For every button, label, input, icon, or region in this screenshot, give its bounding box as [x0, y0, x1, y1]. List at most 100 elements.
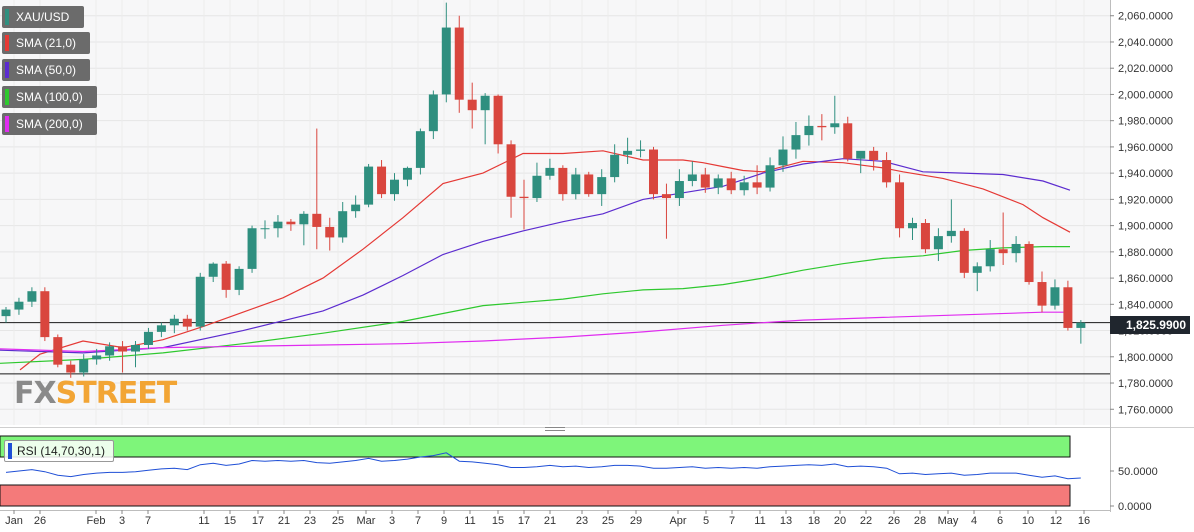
x-tick-label: 12 [1050, 515, 1062, 527]
legend-sma-100[interactable]: SMA (100,0) [2, 86, 97, 108]
candle-body [377, 166, 387, 195]
candle [908, 217, 917, 241]
candle-body [933, 236, 943, 250]
candle-body [998, 249, 1008, 254]
x-tick-label: 7 [729, 515, 735, 527]
legend-sma-21-label: SMA (21,0) [16, 36, 77, 50]
candle [985, 240, 995, 272]
candle [1050, 279, 1060, 310]
rsi-tick-label: 50.0000 [1118, 466, 1158, 478]
candle [53, 334, 63, 368]
candle-body [687, 174, 697, 182]
candle [14, 297, 24, 315]
y-tick-label: 1,920.0000 [1118, 194, 1173, 206]
x-tick-label: 3 [119, 515, 125, 527]
candle-body [40, 291, 50, 338]
x-tick-label: 9 [441, 515, 447, 527]
candle [79, 354, 89, 377]
candle-body [66, 364, 76, 373]
candle [933, 228, 943, 262]
candle [441, 2, 451, 103]
candle [260, 220, 270, 239]
candle-body [441, 27, 451, 95]
candle [674, 169, 684, 206]
candle [118, 341, 128, 373]
candle [221, 261, 231, 298]
candle-body [597, 177, 607, 195]
candle [1, 306, 11, 323]
candle-body [778, 149, 788, 166]
candle-body [817, 125, 827, 128]
sma-line [0, 246, 1070, 364]
legend-swatch [5, 116, 9, 132]
candle [597, 169, 607, 206]
x-tick-label: 21 [544, 515, 556, 527]
y-tick-label: 1,880.0000 [1118, 247, 1173, 259]
x-tick-label: 13 [780, 515, 792, 527]
candle [1037, 271, 1047, 313]
candle-body [610, 154, 620, 178]
candle [286, 219, 296, 231]
candle [506, 140, 516, 218]
legend-swatch [5, 9, 9, 25]
candle-body [480, 95, 490, 111]
x-tick-label: 11 [198, 515, 209, 527]
candle [364, 163, 374, 208]
candle-body [351, 204, 361, 212]
candle-body [14, 301, 24, 310]
y-tick-label: 2,060.0000 [1118, 11, 1173, 23]
candle [1076, 320, 1086, 344]
candle-body [364, 166, 374, 205]
candle [959, 228, 969, 279]
candle [687, 161, 697, 187]
candle-body [312, 213, 322, 227]
candle-body [649, 149, 658, 195]
x-tick-label: 26 [34, 515, 46, 527]
y-tick-label: 1,980.0000 [1118, 116, 1173, 128]
candle [791, 121, 801, 159]
candle [920, 219, 930, 254]
candle-body [985, 249, 995, 267]
legend-sma-200[interactable]: SMA (200,0) [2, 113, 97, 135]
candle-body [299, 213, 309, 225]
candle-body [247, 228, 257, 269]
candle-body [286, 221, 296, 225]
candle-body [27, 291, 37, 302]
candle [299, 211, 309, 246]
legend-sma-50[interactable]: SMA (50,0) [2, 59, 90, 81]
x-tick-label: 17 [252, 515, 264, 527]
candle [338, 202, 348, 243]
candle-body [1024, 243, 1034, 283]
candle [377, 160, 387, 199]
candle [946, 199, 956, 243]
candle-body [454, 27, 464, 100]
legend-sma-21[interactable]: SMA (21,0) [2, 32, 90, 54]
candle-body [1063, 287, 1073, 328]
candle-body [920, 222, 930, 250]
candle-body [674, 181, 684, 199]
rsi-overbought-zone [0, 435, 1071, 458]
candle-body [105, 346, 115, 356]
pane-resize-handle[interactable] [545, 427, 565, 433]
legend-swatch [5, 89, 9, 105]
candle [454, 15, 464, 113]
legend-swatch [8, 443, 12, 459]
x-tick-label: 23 [304, 515, 316, 527]
candle [765, 157, 775, 192]
legend-swatch [5, 35, 9, 51]
y-tick-label: 1,800.0000 [1118, 352, 1173, 364]
y-tick-label: 2,040.0000 [1118, 37, 1173, 49]
x-tick-label: Jan [5, 515, 23, 527]
legend-rsi[interactable]: RSI (14,70,30,1) [4, 440, 115, 462]
y-tick-label: 1,940.0000 [1118, 168, 1173, 180]
y-tick-label: 1,780.0000 [1118, 378, 1173, 390]
legend-symbol[interactable]: XAU/USD [2, 6, 84, 28]
candle [273, 215, 283, 238]
candle [830, 95, 840, 134]
candle [402, 166, 412, 187]
candle-body [843, 123, 853, 159]
candle [390, 173, 399, 201]
candle-body [1076, 322, 1086, 328]
